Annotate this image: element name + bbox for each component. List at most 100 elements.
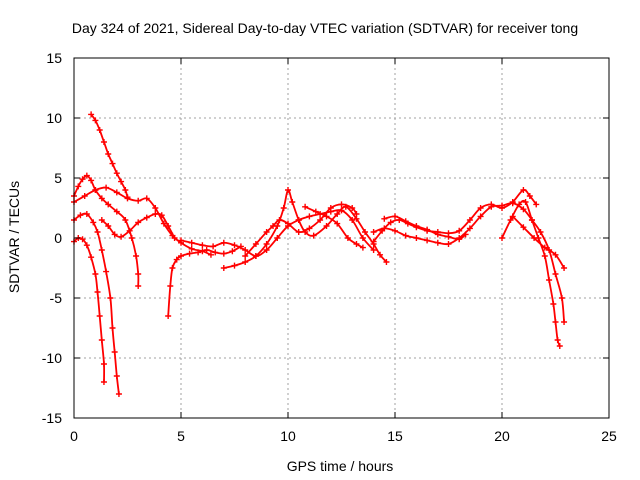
data-point <box>334 211 341 217</box>
data-point <box>466 225 473 232</box>
series-line <box>222 189 388 269</box>
data-point <box>88 177 95 184</box>
series-line <box>90 113 129 199</box>
data-point <box>295 217 302 223</box>
data-point <box>113 189 120 196</box>
data-point <box>306 225 313 232</box>
data-point <box>188 245 195 252</box>
data-point <box>111 231 118 238</box>
data-point <box>220 265 227 271</box>
data-point <box>387 219 394 226</box>
data-point <box>462 231 469 238</box>
data-point <box>242 253 249 259</box>
data-point <box>143 214 150 221</box>
data-point <box>554 337 561 343</box>
data-point <box>94 229 101 235</box>
data-point <box>533 201 540 208</box>
series-line <box>73 212 120 395</box>
data-point <box>90 219 97 226</box>
data-point <box>338 201 345 208</box>
data-point <box>456 236 463 243</box>
data-point <box>477 205 484 211</box>
series-line <box>73 186 212 256</box>
data-point <box>285 187 291 193</box>
x-tick-label: 10 <box>280 428 296 444</box>
data-point <box>526 193 533 199</box>
data-point <box>98 337 105 343</box>
data-point <box>263 229 270 235</box>
y-tick-label: 15 <box>46 50 62 66</box>
data-point <box>83 242 90 249</box>
data-point <box>402 218 409 225</box>
data-point <box>107 295 114 301</box>
data-point <box>381 225 388 232</box>
series-arc-11 <box>302 203 366 251</box>
data-point <box>94 289 101 295</box>
data-point <box>186 250 193 257</box>
data-point <box>456 227 463 234</box>
data-point <box>280 205 287 211</box>
data-point <box>100 361 107 367</box>
data-point <box>171 235 178 241</box>
data-point <box>306 213 313 220</box>
data-point <box>103 184 110 191</box>
data-point <box>334 220 341 227</box>
x-tick-label: 0 <box>70 428 78 444</box>
data-point <box>207 251 214 258</box>
data-point <box>509 213 516 220</box>
data-point <box>178 253 184 259</box>
data-point <box>353 241 360 247</box>
data-point <box>274 235 281 241</box>
data-point <box>537 229 544 235</box>
data-point <box>88 111 95 118</box>
x-tick-label: 15 <box>387 428 403 444</box>
data-plot <box>71 111 568 397</box>
grid <box>74 58 609 418</box>
data-point <box>212 249 219 256</box>
data-point <box>434 239 441 246</box>
data-point <box>556 343 563 349</box>
data-point <box>165 313 172 319</box>
data-point <box>445 233 452 240</box>
data-point <box>75 183 82 190</box>
data-point <box>270 223 277 229</box>
data-point <box>158 212 165 219</box>
data-point <box>349 205 356 211</box>
data-point <box>135 219 142 226</box>
series-line <box>304 205 364 249</box>
data-point <box>424 226 431 233</box>
data-point <box>199 242 206 249</box>
x-axis-label: GPS time / hours <box>287 458 394 474</box>
series-arc-15 <box>499 199 563 349</box>
data-point <box>252 253 259 259</box>
data-point <box>165 223 172 229</box>
data-point <box>178 237 184 244</box>
series-arc-3 <box>71 235 107 385</box>
data-point <box>115 391 122 397</box>
data-point <box>402 232 409 239</box>
data-point <box>242 259 249 265</box>
data-point <box>118 178 125 185</box>
y-tick-label: -10 <box>42 350 62 366</box>
data-point <box>122 187 129 193</box>
data-point <box>152 211 159 217</box>
data-point <box>528 217 535 223</box>
series-line <box>511 215 565 269</box>
data-point <box>220 250 227 257</box>
data-point <box>105 151 112 157</box>
series-arc-4 <box>71 211 122 397</box>
data-point <box>173 256 180 263</box>
data-point <box>289 199 296 205</box>
series-arc-16 <box>509 213 568 271</box>
axes: 0 5 10 15 20 25 -15 -10 -5 0 5 10 15 <box>42 50 617 444</box>
data-point <box>370 238 377 245</box>
data-point <box>381 215 388 222</box>
chart-title: Day 324 of 2021, Sidereal Day-to-day VTE… <box>72 20 578 36</box>
data-point <box>413 235 420 241</box>
data-point <box>109 160 116 167</box>
data-point <box>105 201 112 208</box>
data-point <box>317 217 324 223</box>
series-line <box>167 245 242 317</box>
data-point <box>359 244 366 251</box>
data-point <box>111 349 118 355</box>
